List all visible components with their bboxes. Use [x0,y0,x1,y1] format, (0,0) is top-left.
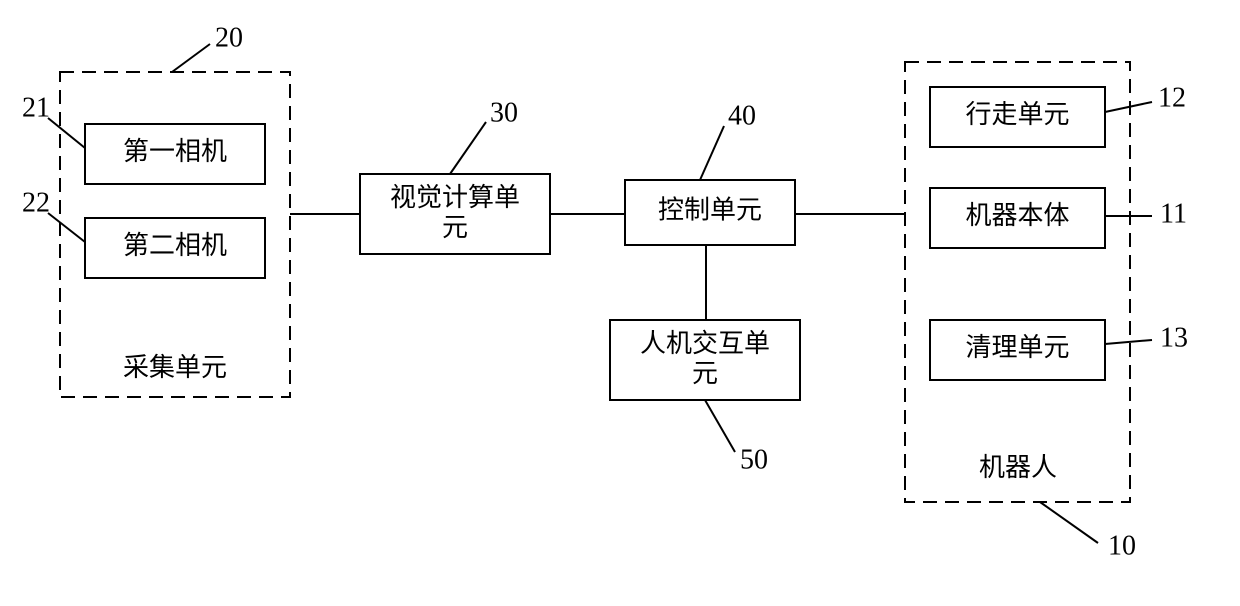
leader-13 [1105,340,1152,344]
group-label-collect: 采集单元 [123,353,227,382]
numlabel-12: 12 [1158,82,1186,113]
leader-20 [172,44,210,72]
numlabel-13: 13 [1160,322,1188,353]
leader-22 [48,213,85,242]
numlabel-20: 20 [215,22,243,53]
leader-12 [1105,102,1152,112]
leader-40 [700,126,724,180]
node-label-cam1: 第一相机 [123,137,227,166]
numlabel-30: 30 [490,97,518,128]
node-label-walk: 行走单元 [965,100,1069,129]
leader-50 [705,400,735,452]
node-label-cam2: 第二相机 [123,231,227,260]
node-label-body: 机器本体 [965,201,1069,230]
leader-21 [48,118,85,148]
node-label-hmi-l2: 元 [692,359,718,388]
diagram-canvas: 采集单元机器人第一相机第二相机视觉计算单元控制单元人机交互单元行走单元机器本体清… [0,0,1240,606]
numlabel-50: 50 [740,444,768,475]
numlabel-40: 40 [728,100,756,131]
node-label-hmi-l1: 人机交互单 [640,329,770,358]
node-label-clean: 清理单元 [965,333,1069,362]
node-label-control: 控制单元 [658,195,762,224]
numlabel-10: 10 [1108,530,1136,561]
node-label-vision-l1: 视觉计算单 [390,183,520,212]
numlabel-11: 11 [1160,198,1187,229]
numlabel-22: 22 [22,187,50,218]
leader-10 [1040,502,1098,543]
numlabel-21: 21 [22,92,50,123]
group-label-robot: 机器人 [979,453,1057,482]
leader-30 [450,122,486,174]
node-label-vision-l2: 元 [442,213,468,242]
